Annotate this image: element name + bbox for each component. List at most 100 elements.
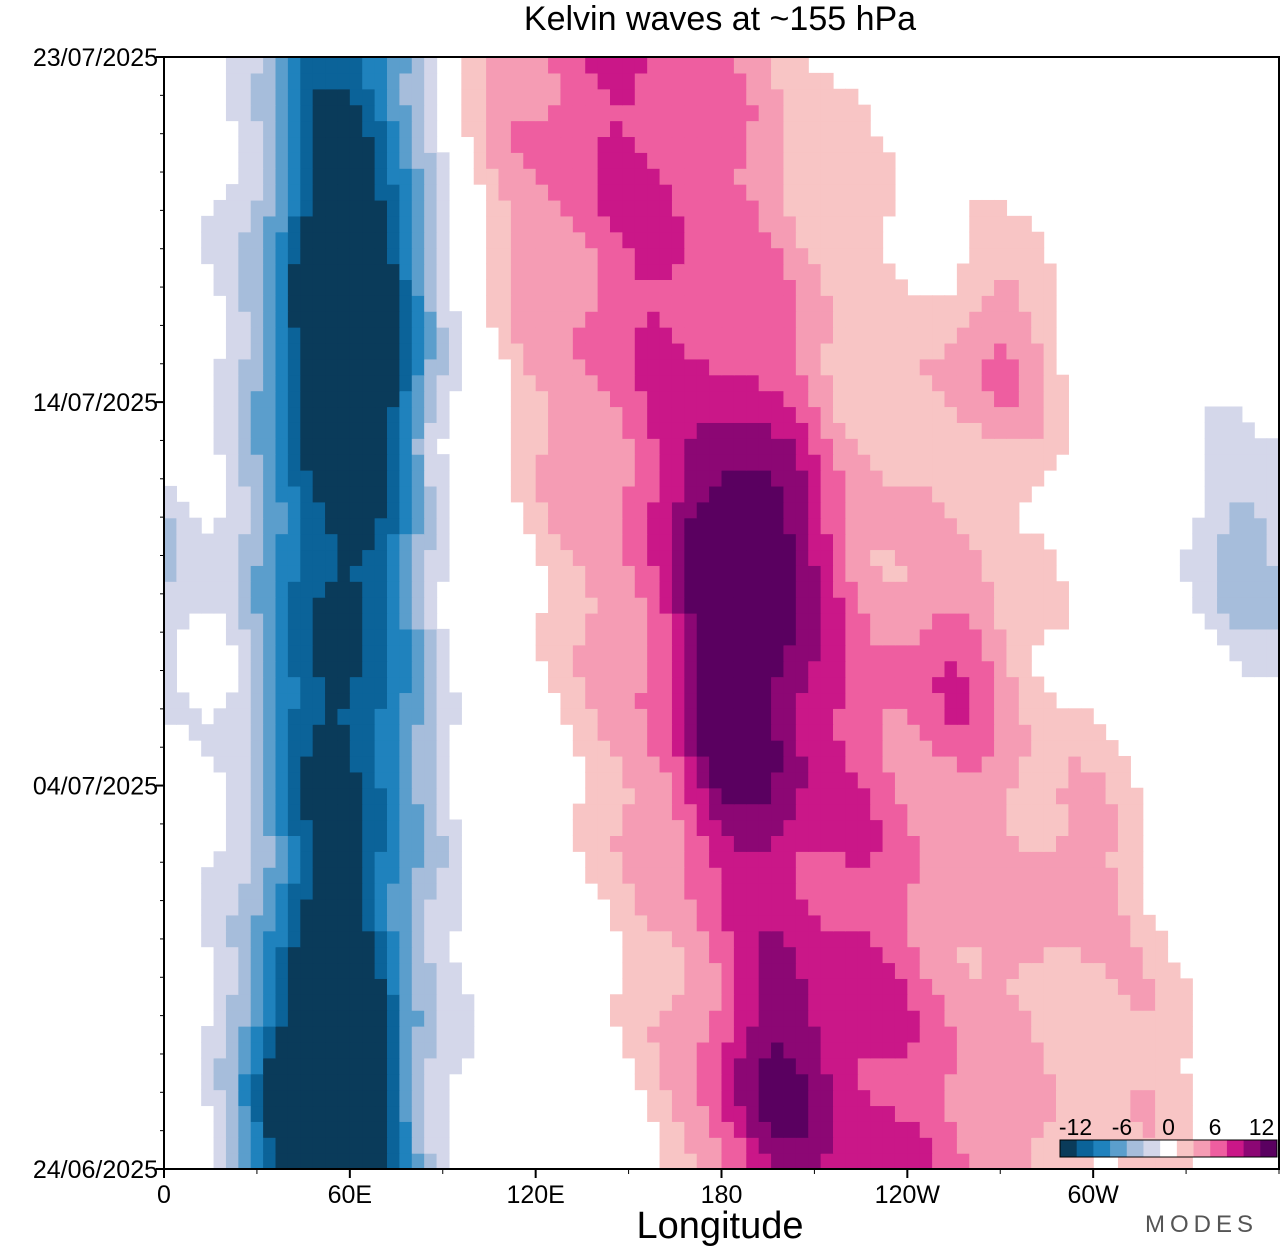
- heatmap-cell: [795, 1089, 809, 1107]
- heatmap-cell: [870, 930, 884, 948]
- heatmap-cell: [164, 708, 177, 725]
- heatmap-cell: [548, 644, 562, 662]
- heatmap-cell: [808, 1026, 822, 1043]
- heatmap-cell: [548, 104, 562, 122]
- heatmap-cell: [1105, 740, 1119, 757]
- heatmap-cell: [771, 485, 785, 503]
- heatmap-cell: [349, 406, 363, 423]
- heatmap-cell: [969, 1105, 983, 1122]
- heatmap-cell: [572, 565, 586, 582]
- heatmap-cell: [287, 771, 301, 789]
- heatmap-cell: [944, 1089, 958, 1107]
- heatmap-cell: [448, 898, 462, 916]
- heatmap-cell: [919, 740, 933, 757]
- heatmap-cell: [548, 358, 562, 376]
- heatmap-cell: [758, 215, 772, 233]
- heatmap-cell: [647, 962, 661, 979]
- heatmap-cell: [225, 930, 239, 948]
- heatmap-cell: [287, 485, 301, 503]
- heatmap-cell: [238, 1010, 252, 1027]
- heatmap-cell: [684, 263, 698, 280]
- heatmap-cell: [250, 1137, 264, 1154]
- heatmap-cell: [671, 613, 685, 630]
- heatmap-cell: [647, 231, 661, 249]
- heatmap-cell: [312, 533, 326, 551]
- heatmap-cell: [287, 724, 301, 741]
- heatmap-cell: [1018, 263, 1032, 280]
- heatmap-cell: [213, 247, 227, 265]
- heatmap-cell: [250, 549, 264, 566]
- heatmap-cell: [1056, 819, 1069, 836]
- heatmap-cell: [275, 358, 289, 376]
- heatmap-cell: [709, 851, 723, 868]
- heatmap-cell: [597, 851, 611, 868]
- heatmap-cell: [709, 692, 723, 709]
- heatmap-cell: [634, 771, 648, 789]
- heatmap-cell: [1006, 215, 1020, 233]
- heatmap-cell: [424, 104, 438, 122]
- heatmap-cell: [1031, 231, 1045, 249]
- heatmap-cell: [820, 803, 834, 821]
- heatmap-cell: [448, 692, 462, 709]
- heatmap-cell: [684, 660, 698, 678]
- heatmap-cell: [424, 57, 438, 74]
- heatmap-cell: [349, 485, 363, 503]
- heatmap-cell: [857, 152, 871, 169]
- heatmap-cell: [572, 358, 586, 376]
- x-axis-label: Longitude: [637, 1205, 804, 1247]
- heatmap-cell: [882, 199, 896, 217]
- heatmap-cell: [275, 581, 289, 598]
- heatmap-cell: [362, 374, 376, 392]
- heatmap-cell: [1056, 613, 1069, 630]
- heatmap-cell: [845, 231, 859, 249]
- heatmap-cell: [337, 470, 351, 487]
- heatmap-cell: [1130, 1105, 1144, 1122]
- heatmap-cell: [1006, 247, 1020, 265]
- heatmap-cell: [783, 358, 797, 376]
- heatmap-cell: [981, 485, 995, 503]
- heatmap-cell: [300, 613, 314, 630]
- heatmap-cell: [275, 199, 289, 217]
- heatmap-cell: [820, 88, 834, 106]
- heatmap-cell: [510, 184, 524, 201]
- heatmap-cell: [1266, 517, 1280, 535]
- heatmap-cell: [956, 533, 970, 551]
- heatmap-cell: [1031, 279, 1045, 296]
- heatmap-cell: [275, 946, 289, 964]
- heatmap-cell: [857, 1073, 871, 1091]
- heatmap-cell: [684, 946, 698, 964]
- heatmap-cell: [634, 946, 648, 964]
- heatmap-cell: [362, 597, 376, 614]
- heatmap-cell: [969, 914, 983, 932]
- heatmap-cell: [795, 581, 809, 598]
- heatmap-cell: [1043, 295, 1057, 312]
- heatmap-cell: [808, 374, 822, 392]
- heatmap-cell: [845, 501, 859, 519]
- heatmap-cell: [1018, 470, 1032, 487]
- heatmap-cell: [882, 327, 896, 344]
- heatmap-cell: [238, 1121, 252, 1138]
- heatmap-cell: [548, 390, 562, 408]
- heatmap-cell: [622, 327, 636, 344]
- heatmap-cell: [994, 724, 1008, 741]
- heatmap-cell: [721, 660, 735, 678]
- heatmap-cell: [969, 644, 983, 662]
- heatmap-cell: [622, 88, 636, 106]
- heatmap-cell: [969, 199, 983, 217]
- heatmap-cell: [659, 1073, 673, 1091]
- heatmap-cell: [684, 1057, 698, 1075]
- heatmap-cell: [572, 342, 586, 360]
- heatmap-cell: [1204, 613, 1218, 630]
- heatmap-cell: [238, 374, 252, 392]
- heatmap-cell: [1043, 898, 1057, 916]
- heatmap-cell: [1167, 962, 1181, 979]
- heatmap-cell: [424, 978, 438, 995]
- heatmap-cell: [944, 883, 958, 900]
- heatmap-cell: [1018, 565, 1032, 582]
- heatmap-cell: [374, 247, 388, 265]
- heatmap-cell: [560, 104, 574, 122]
- heatmap-cell: [795, 1153, 809, 1170]
- heatmap-cell: [560, 454, 574, 471]
- heatmap-cell: [733, 1026, 747, 1043]
- heatmap-cell: [870, 517, 884, 535]
